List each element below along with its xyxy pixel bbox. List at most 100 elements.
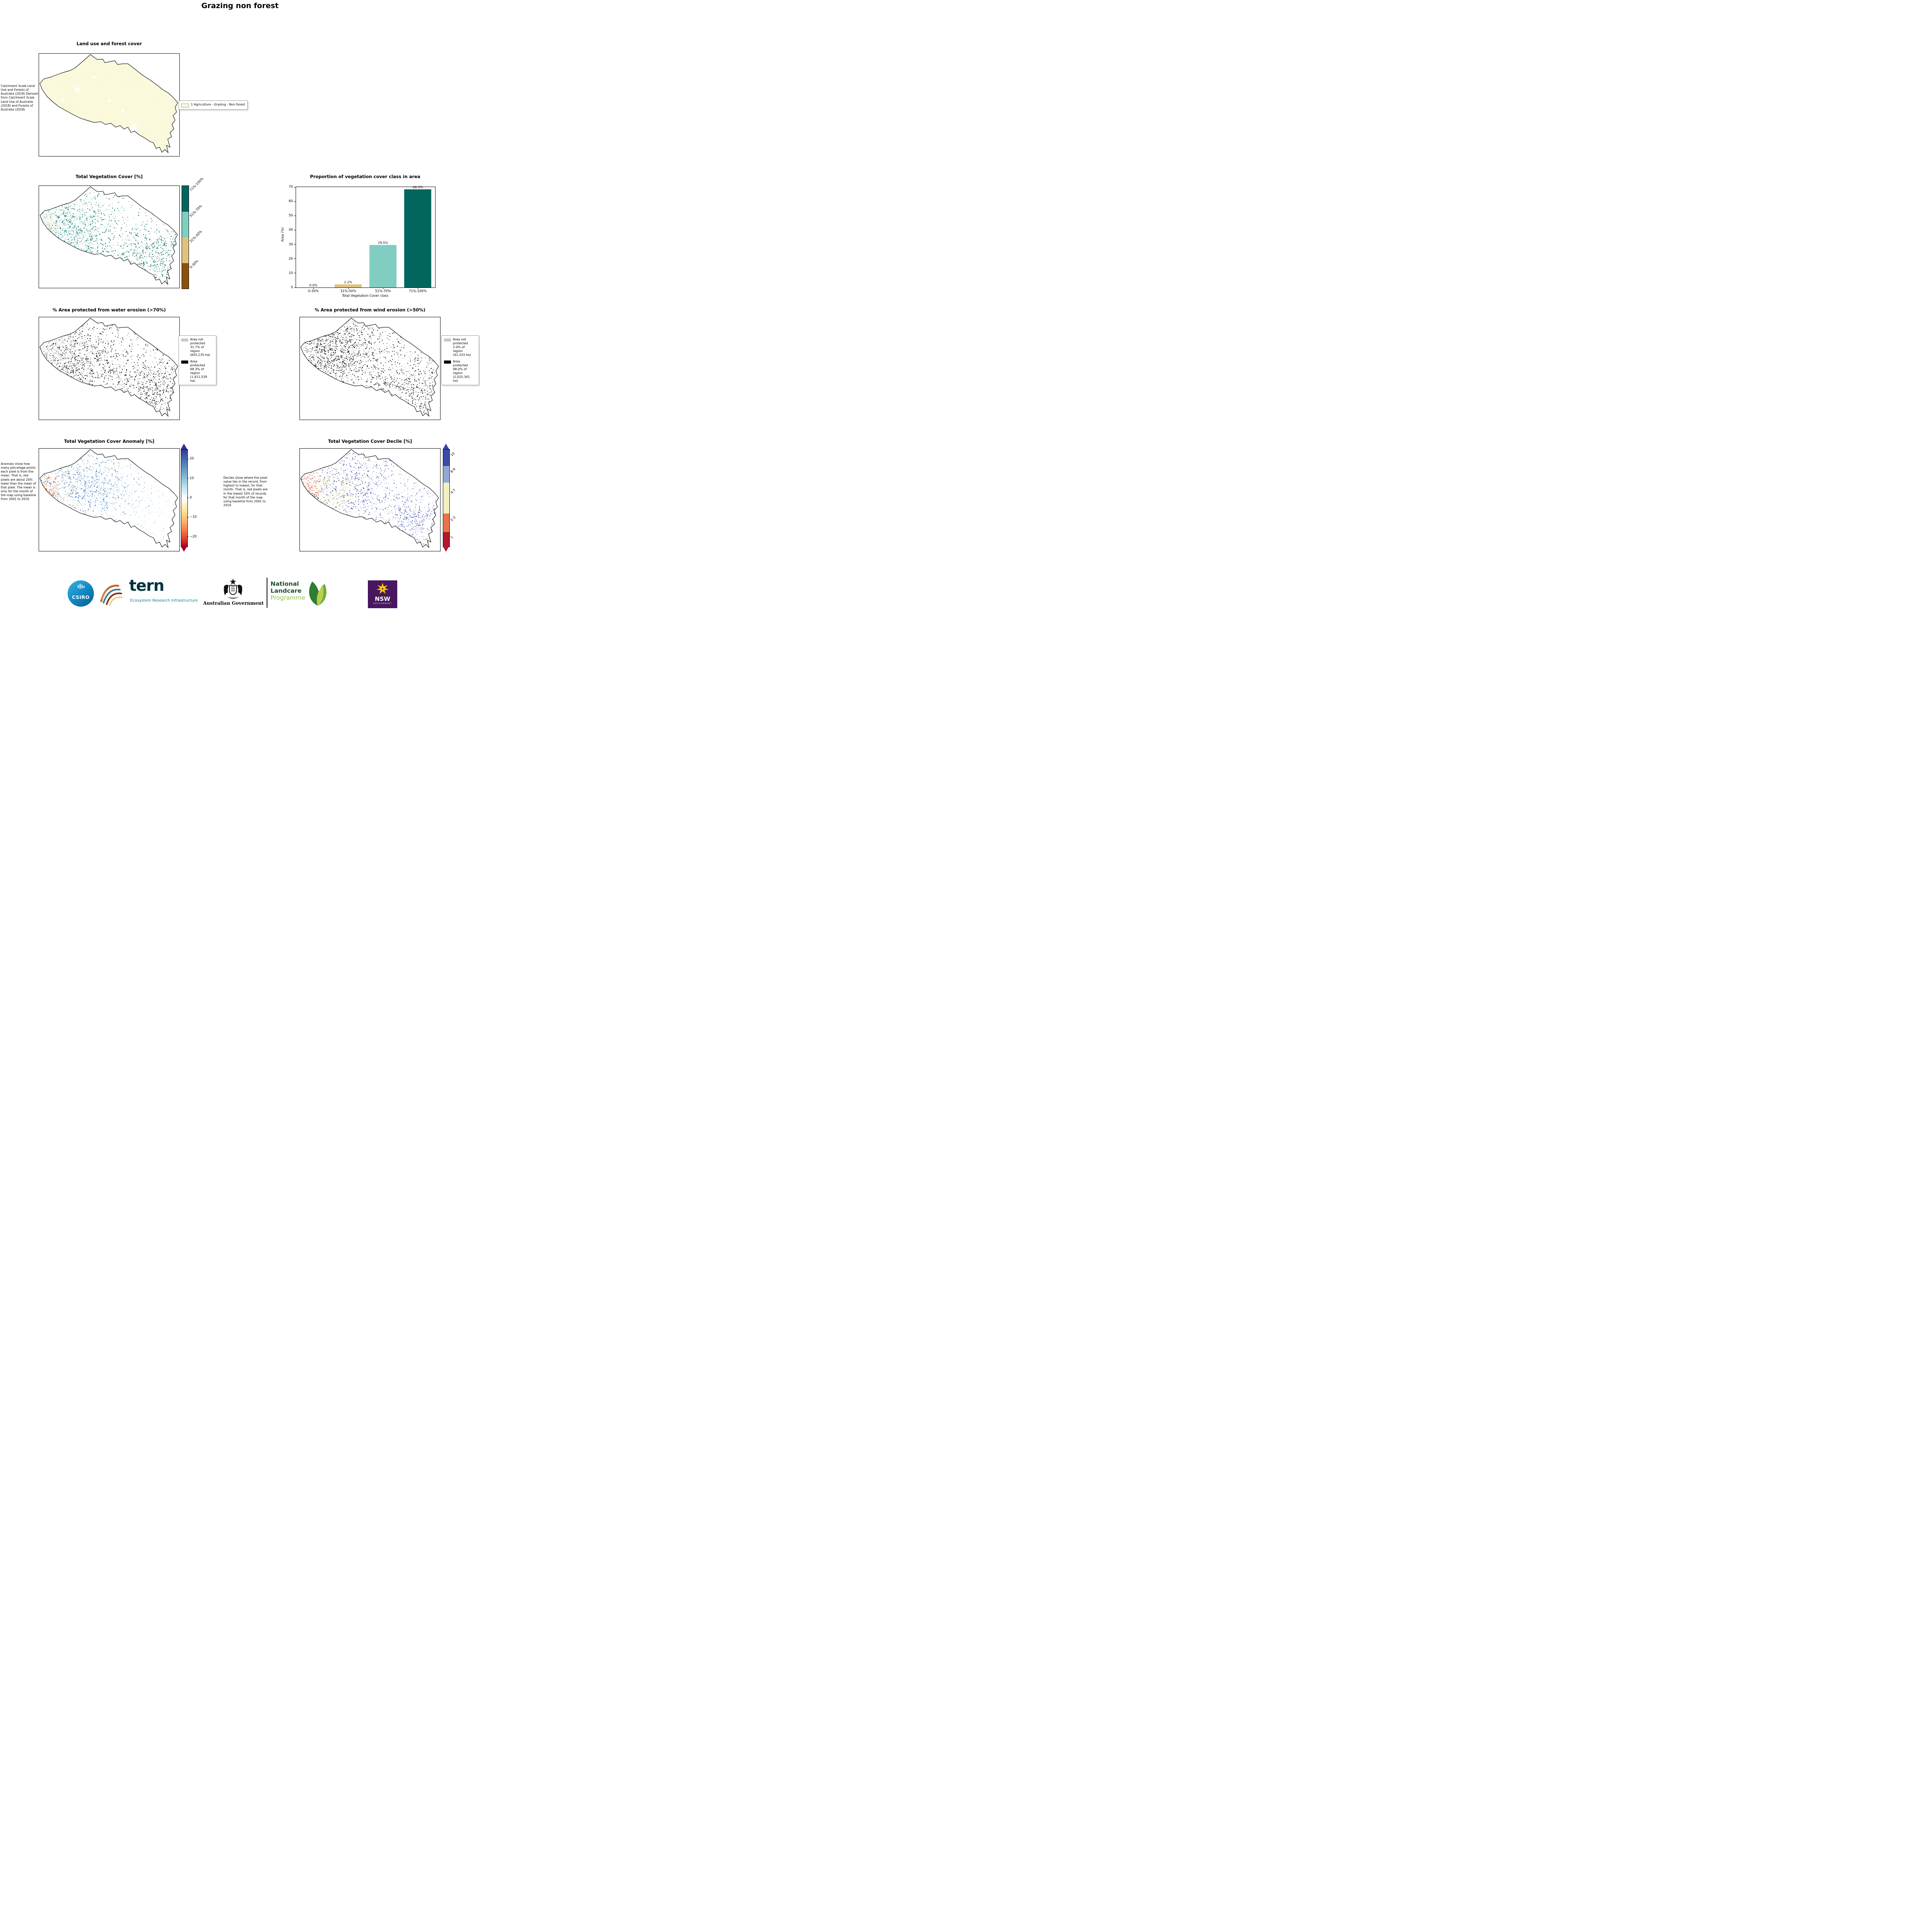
csiro-label: CSIRO <box>72 594 90 600</box>
wind-not-protected-swatch <box>444 338 451 342</box>
decile-colorbar-label: 10 <box>450 451 456 457</box>
water-protected-label: Area protected 68.3% of region (1,411,53… <box>190 360 207 383</box>
anomaly-colorbar-tick-label: 0 <box>190 496 192 500</box>
wind-erosion-legend: Area not protected 2.0% of region (41,33… <box>441 335 479 385</box>
water-erosion-title: % Area protected from water erosion (>70… <box>53 307 166 313</box>
landuse-side-note: Catchment Scale Land Use and Forests of … <box>1 84 38 111</box>
anomaly-colorbar-tick-label: −20 <box>190 534 197 539</box>
decile-colorbar-top-arrow <box>443 444 449 449</box>
nsw-government-logo <box>368 580 397 608</box>
anomaly-map <box>39 448 180 551</box>
tvc-colorbar-label: 31%-50% <box>189 230 203 244</box>
tvc-colorbar-label: 51%-70% <box>189 204 203 218</box>
decile-colorbar-label: 4-7 <box>450 488 457 495</box>
decile-side-note: Deciles show where the pixel value lies … <box>223 476 268 507</box>
page-title: Grazing non forest <box>201 2 279 10</box>
chart-y-tick-label: 20 <box>289 257 293 261</box>
tvc-colorbar-segment <box>182 237 189 263</box>
chart-y-tick-label: 30 <box>289 242 293 247</box>
nsw-government-label: GOVERNMENT <box>373 603 392 605</box>
chart-bar-value-label: 0.0% <box>309 283 318 287</box>
australian-coat-of-arms-icon <box>224 578 242 599</box>
chart-x-tick-label: 0-30% <box>308 289 319 293</box>
water-not-protected-label: Area not protected 31.7% of region (655,… <box>190 338 210 357</box>
water-erosion-map <box>39 317 180 420</box>
chart-y-tick-label: 70 <box>289 185 293 189</box>
nlp-programme-label: Programme <box>270 594 306 601</box>
chart-y-tick-label: 10 <box>289 271 293 275</box>
proportion-bar-chart: 0 10 20 30 40 50 60 70 0.0% 0-30% 2.2% 31%-50% 29.5%… <box>289 185 436 293</box>
anomaly-side-note: Anomaly show how many percetage points e… <box>1 462 36 501</box>
anomaly-colorbar-bottom-arrow <box>181 546 187 552</box>
chart-x-tick-label: 71%-100% <box>408 289 427 293</box>
landuse-legend: 1 Agriculture - Grazing - Non forest <box>179 100 248 110</box>
decile-colorbar-segment <box>443 449 449 466</box>
csiro-logo <box>68 580 94 607</box>
chart-x-axis-label: Total Vegetation Cover class <box>342 294 388 298</box>
chart-bar-value-label: 68.3% <box>412 185 423 189</box>
anomaly-colorbar-top-arrow <box>181 444 187 449</box>
wind-protected-label: Area protected 98.0% of region (2,025,34… <box>453 360 470 383</box>
chart-x-tick-mark <box>313 287 314 289</box>
decile-colorbar-segment <box>443 532 449 547</box>
tern-logo-text: tern <box>129 577 164 595</box>
chart-bar-51%-70% <box>369 245 396 287</box>
decile-colorbar <box>443 449 450 547</box>
decile-colorbar-segment <box>443 482 449 514</box>
chart-x-tick-label: 31%-50% <box>340 289 356 293</box>
landuse-legend-swatch <box>181 104 189 107</box>
water-erosion-legend: Area not protected 31.7% of region (655,… <box>179 335 216 385</box>
australian-government-label: Australian Government <box>203 600 264 606</box>
decile-colorbar-label: 8-9 <box>450 467 457 474</box>
csiro-dots-icon <box>78 584 85 589</box>
anomaly-title: Total Vegetation Cover Anomaly [%] <box>64 439 155 444</box>
chart-y-tick-mark <box>294 201 296 202</box>
water-protected-swatch <box>181 361 188 364</box>
tvc-title: Total Vegetation Cover [%] <box>75 174 143 179</box>
wind-erosion-map <box>299 317 441 420</box>
tvc-colorbar-segment <box>182 186 189 212</box>
chart-bar-value-label: 2.2% <box>344 280 352 284</box>
chart-y-tick-mark <box>294 244 296 245</box>
report-page: Grazing non forest Land use and forest c… <box>0 0 480 611</box>
nsw-label: NSW <box>375 595 390 602</box>
chart-y-tick-label: 60 <box>289 199 293 204</box>
decile-colorbar-bottom-arrow <box>443 546 449 552</box>
anomaly-colorbar-tick-label: 10 <box>190 476 194 480</box>
wind-not-protected-label: Area not protected 2.0% of region (41,33… <box>453 338 471 357</box>
anomaly-colorbar-tick-label: 20 <box>190 457 194 461</box>
nlp-national-label: National <box>270 580 299 587</box>
tvc-map <box>39 185 180 288</box>
waratah-icon <box>376 583 389 594</box>
tvc-colorbar-segment <box>182 211 189 237</box>
landcare-leaves-icon <box>309 582 327 606</box>
decile-colorbar-label: 1 <box>450 535 454 540</box>
landuse-legend-label: 1 Agriculture - Grazing - Non forest <box>191 103 245 106</box>
anomaly-colorbar-tick-mark <box>187 536 189 537</box>
wind-protected-swatch <box>444 361 451 364</box>
tvc-colorbar-label: 0-30% <box>189 259 199 270</box>
decile-colorbar-segment <box>443 466 449 483</box>
chart-y-axis-label: Area (%) <box>281 227 285 242</box>
chart-y-tick-label: 40 <box>289 228 293 232</box>
proportion-chart-title: Proportion of vegetation cover class in … <box>310 174 420 179</box>
chart-y-tick-label: 50 <box>289 214 293 218</box>
tvc-colorbar-label: 71%-100% <box>189 177 205 192</box>
tvc-colorbar <box>182 185 189 289</box>
indigenous-art-icon <box>100 585 124 606</box>
anomaly-colorbar-tick-label: −10 <box>190 515 197 519</box>
chart-bar-31%-50% <box>335 284 362 287</box>
chart-x-tick-mark <box>348 287 349 289</box>
tvc-colorbar-segment <box>182 263 189 289</box>
tern-subtitle: Ecosystem Research Infrastructure <box>130 599 198 603</box>
anomaly-colorbar <box>181 449 188 547</box>
decile-title: Total Vegetation Cover Decile [%] <box>328 439 412 444</box>
decile-colorbar-label: 2-3 <box>450 515 457 522</box>
wind-erosion-title: % Area protected from wind erosion (>50%… <box>315 307 425 313</box>
chart-y-tick-mark <box>294 287 296 288</box>
decile-map <box>299 448 441 551</box>
chart-bar-71%-100% <box>404 189 431 287</box>
decile-colorbar-segment <box>443 514 449 532</box>
landuse-title: Land use and forest cover <box>77 41 142 46</box>
chart-bar-value-label: 29.5% <box>378 241 388 245</box>
